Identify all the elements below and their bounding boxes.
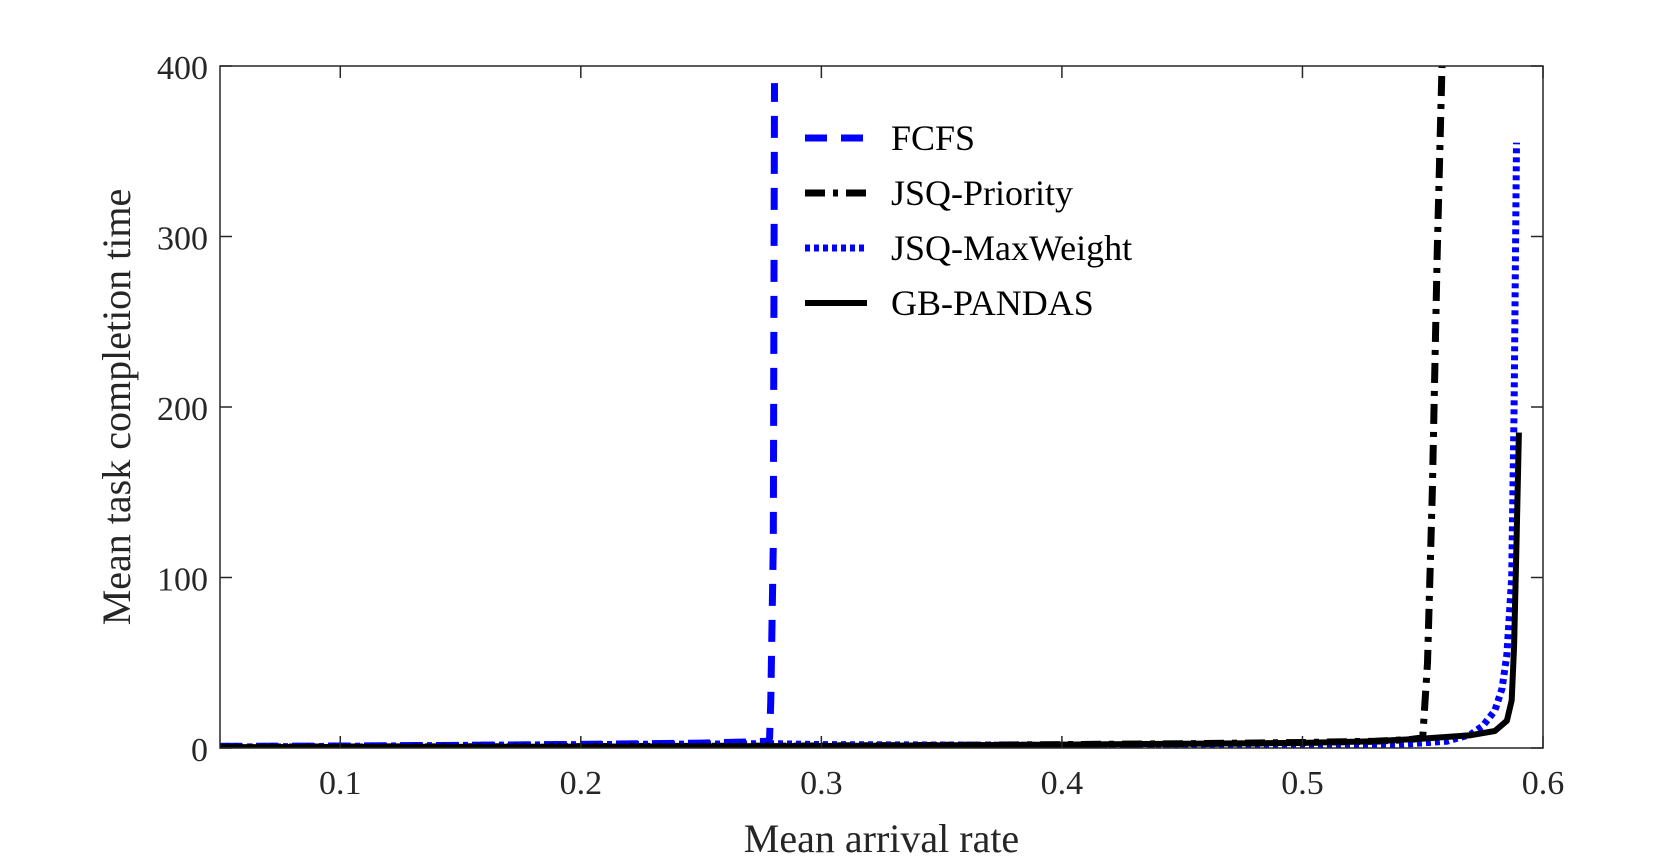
tick-layer: 0.1 0.2 0.3 0.4 0.5 0.6 0 100 200 300 400 bbox=[157, 50, 1564, 802]
series-layer bbox=[220, 65, 1522, 748]
y-tick-label: 100 bbox=[157, 562, 208, 599]
x-axis-title: Mean arrival rate bbox=[744, 816, 1019, 861]
x-tick-label: 0.4 bbox=[1041, 765, 1084, 802]
legend: FCFS JSQ-Priority JSQ-MaxWeight GB-PANDAS bbox=[805, 118, 1132, 323]
legend-label: GB-PANDAS bbox=[891, 283, 1094, 323]
y-tick-label: 0 bbox=[191, 732, 208, 769]
legend-item: GB-PANDAS bbox=[805, 283, 1094, 323]
legend-item: JSQ-MaxWeight bbox=[805, 228, 1132, 268]
legend-item: FCFS bbox=[805, 118, 975, 158]
y-tick-label: 200 bbox=[157, 391, 208, 428]
y-axis-title: Mean task completion time bbox=[94, 189, 139, 626]
x-tick-label: 0.5 bbox=[1281, 765, 1324, 802]
legend-label: JSQ-MaxWeight bbox=[891, 228, 1132, 268]
x-tick-label: 0.6 bbox=[1522, 765, 1565, 802]
legend-item: JSQ-Priority bbox=[805, 173, 1073, 213]
x-tick-label: 0.2 bbox=[560, 765, 603, 802]
x-tick-label: 0.3 bbox=[800, 765, 843, 802]
legend-label: JSQ-Priority bbox=[891, 173, 1073, 213]
y-tick-label: 300 bbox=[157, 221, 208, 258]
x-tick-label: 0.1 bbox=[319, 765, 362, 802]
series-line-gb-pandas bbox=[220, 432, 1522, 748]
y-tick-label: 400 bbox=[157, 50, 208, 87]
legend-label: FCFS bbox=[891, 118, 975, 158]
